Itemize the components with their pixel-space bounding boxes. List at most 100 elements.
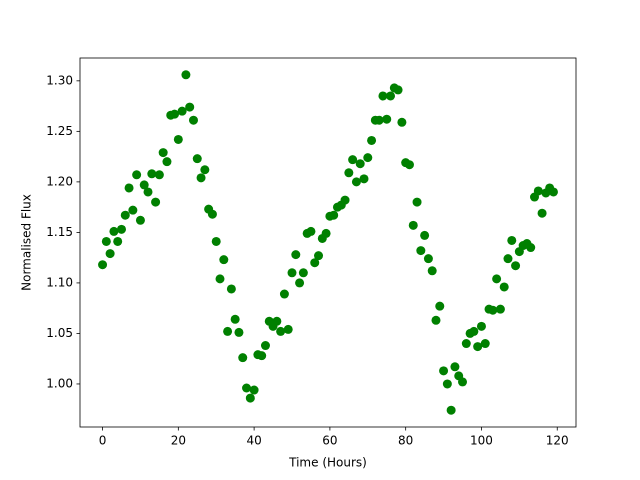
data-point <box>245 393 255 403</box>
data-point <box>226 284 236 294</box>
x-tick-label: 120 <box>546 434 569 448</box>
data-point <box>329 210 339 220</box>
data-point <box>158 148 168 158</box>
y-tick-label: 1.25 <box>46 124 73 138</box>
data-point <box>511 261 521 271</box>
data-point <box>367 135 377 145</box>
data-point <box>533 186 543 196</box>
x-tick-label: 80 <box>398 434 413 448</box>
data-point <box>363 153 373 163</box>
x-tick-label: 100 <box>470 434 493 448</box>
data-point <box>397 117 407 127</box>
data-point <box>351 177 361 187</box>
data-point <box>257 351 267 361</box>
data-point <box>279 289 289 299</box>
data-point <box>234 327 244 337</box>
data-point <box>442 379 452 389</box>
data-point <box>340 195 350 205</box>
data-point <box>128 205 138 215</box>
data-point <box>139 180 149 190</box>
data-point <box>382 114 392 124</box>
data-point <box>249 385 259 395</box>
y-tick-label: 1.20 <box>46 174 73 188</box>
data-point <box>223 326 233 336</box>
data-point <box>200 165 210 175</box>
data-point <box>420 230 430 240</box>
data-point <box>132 170 142 180</box>
data-point <box>431 315 441 325</box>
data-point <box>476 321 486 331</box>
data-point <box>295 278 305 288</box>
data-point <box>238 353 248 363</box>
data-point <box>503 254 513 264</box>
data-point <box>101 236 111 246</box>
data-point <box>230 314 240 324</box>
data-point <box>98 260 108 270</box>
data-point <box>109 226 119 236</box>
data-point <box>393 85 403 95</box>
data-point <box>181 70 191 80</box>
data-point <box>378 91 388 101</box>
data-point <box>374 115 384 125</box>
data-point <box>177 106 187 116</box>
data-point <box>276 326 286 336</box>
data-point <box>439 366 449 376</box>
y-tick-label: 1.30 <box>46 73 73 87</box>
data-point <box>242 383 252 393</box>
data-point <box>283 324 293 334</box>
data-point <box>427 266 437 276</box>
data-point <box>143 187 153 197</box>
data-point <box>507 235 517 245</box>
data-point <box>120 210 130 220</box>
data-point <box>435 301 445 311</box>
data-point <box>196 173 206 183</box>
data-point <box>469 326 479 336</box>
data-point <box>215 274 225 284</box>
data-point <box>272 316 282 326</box>
data-point <box>473 342 483 352</box>
y-tick-label: 1.05 <box>46 326 73 340</box>
data-point <box>495 304 505 314</box>
data-point <box>348 155 358 165</box>
data-point <box>211 236 221 246</box>
data-point <box>386 91 396 101</box>
axes-frame <box>79 57 577 428</box>
data-point <box>291 250 301 260</box>
data-point <box>124 183 134 193</box>
data-point <box>151 197 161 207</box>
data-point <box>113 236 123 246</box>
data-point <box>416 246 426 256</box>
x-tick-label: 0 <box>99 434 107 448</box>
data-point <box>207 209 217 219</box>
plot-area <box>80 58 576 427</box>
data-point <box>219 255 229 265</box>
data-point <box>116 224 126 234</box>
data-point <box>488 305 498 315</box>
data-point <box>492 274 502 284</box>
data-point <box>355 159 365 169</box>
data-point <box>310 258 320 268</box>
data-point <box>344 168 354 178</box>
data-point <box>105 249 115 259</box>
y-axis-label: Normalised Flux <box>20 194 34 291</box>
x-tick-label: 40 <box>246 434 261 448</box>
y-tick-label: 1.10 <box>46 275 73 289</box>
data-point <box>188 115 198 125</box>
data-point <box>412 197 422 207</box>
y-tick-label: 1.00 <box>46 376 73 390</box>
data-point <box>537 208 547 218</box>
data-point <box>446 405 456 415</box>
data-point <box>458 377 468 387</box>
data-point <box>306 226 316 236</box>
data-point <box>480 339 490 349</box>
data-point <box>260 341 270 351</box>
data-point <box>185 102 195 112</box>
data-point <box>526 243 536 253</box>
data-point <box>298 268 308 278</box>
data-point <box>192 154 202 164</box>
data-point <box>499 282 509 292</box>
data-point <box>154 170 164 180</box>
data-point <box>314 251 324 261</box>
x-axis-label: Time (Hours) <box>288 456 367 470</box>
